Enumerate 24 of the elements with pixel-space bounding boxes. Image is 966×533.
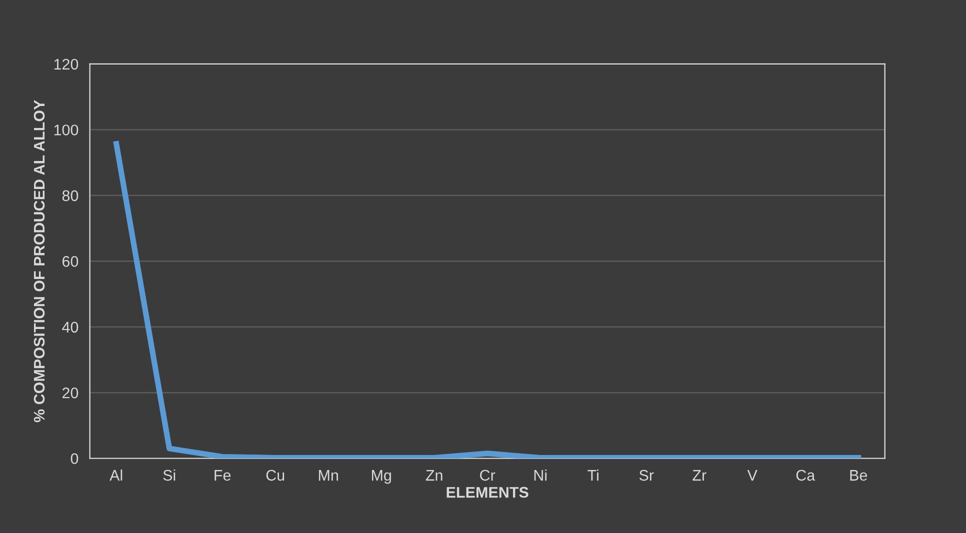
y-tick-label: 40 — [62, 322, 78, 333]
x-tick-label: Al — [110, 469, 122, 481]
y-tick-label: 120 — [54, 58, 78, 70]
y-tick-label: 60 — [62, 256, 78, 267]
x-tick-label: Cu — [266, 470, 284, 481]
x-tick-label: Sr — [639, 470, 654, 481]
x-tick-label: Fe — [214, 470, 231, 481]
y-tick-label: 100 — [54, 124, 78, 136]
x-tick-label: Mn — [318, 470, 338, 481]
x-tick-label: Zn — [426, 470, 442, 481]
x-axis-title: ELEMENTS — [446, 486, 528, 498]
x-tick-label: Mg — [372, 470, 391, 484]
y-axis-title: % COMPOSITION OF PRODUCED AL ALLOY — [34, 100, 45, 422]
x-tick-label: Be — [850, 470, 868, 481]
x-tick-label: Ti — [588, 469, 598, 481]
y-tick-label: 20 — [62, 388, 78, 398]
x-tick-label: Si — [163, 469, 176, 481]
x-tick-label: Zr — [692, 470, 706, 481]
x-tick-label: Ni — [534, 469, 547, 481]
y-tick-label: 80 — [62, 190, 78, 202]
y-tick-label: 0 — [70, 453, 78, 464]
x-tick-label: V — [747, 470, 758, 481]
x-tick-label: Ca — [796, 470, 816, 481]
x-tick-label: Cr — [480, 470, 496, 481]
